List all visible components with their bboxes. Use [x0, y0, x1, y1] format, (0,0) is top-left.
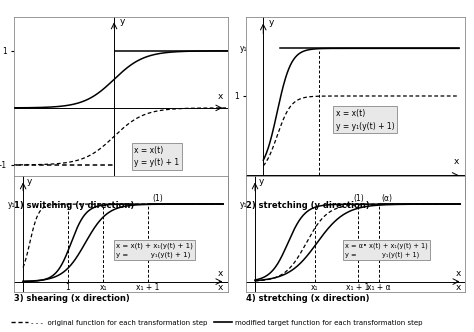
Text: x = x(t)
y = y₁(y(t) + 1): x = x(t) y = y₁(y(t) + 1)	[336, 109, 394, 130]
Text: x: x	[218, 283, 224, 292]
Text: y: y	[258, 177, 264, 186]
Text: y: y	[119, 17, 125, 26]
Text: (1): (1)	[152, 194, 163, 203]
Text: x₁ + 1: x₁ + 1	[346, 283, 369, 292]
Text: 1) switching (y direction): 1) switching (y direction)	[14, 201, 135, 210]
Text: 3) shearing (x direction): 3) shearing (x direction)	[14, 294, 130, 303]
Text: x: x	[454, 157, 459, 166]
Text: 4) stretching (x direction): 4) stretching (x direction)	[246, 294, 370, 303]
Text: y₁: y₁	[240, 200, 247, 208]
Text: y₁: y₁	[240, 44, 247, 53]
Text: x₁ + α: x₁ + α	[367, 283, 391, 292]
Text: y: y	[27, 177, 32, 186]
Text: x₁ + 1: x₁ + 1	[136, 283, 159, 292]
Text: x₁: x₁	[311, 283, 319, 292]
Text: x: x	[456, 269, 461, 278]
Text: y₁: y₁	[8, 200, 15, 208]
Text: x = α• x(t) + x₁(y(t) + 1)
y =            y₁(y(t) + 1): x = α• x(t) + x₁(y(t) + 1) y = y₁(y(t) +…	[345, 242, 428, 258]
Text: (α): (α)	[381, 194, 392, 203]
Text: x: x	[218, 269, 224, 278]
Text: x: x	[218, 92, 223, 101]
Text: 2) stretching (y direction): 2) stretching (y direction)	[246, 201, 370, 210]
Text: x: x	[456, 283, 461, 292]
Text: x = x(t)
y = y(t) + 1: x = x(t) y = y(t) + 1	[135, 146, 180, 167]
Text: x = x(t) + x₁(y(t) + 1)
y =          y₁(y(t) + 1): x = x(t) + x₁(y(t) + 1) y = y₁(y(t) + 1)	[117, 242, 193, 258]
Text: 1: 1	[65, 283, 70, 292]
Text: x₁: x₁	[100, 283, 107, 292]
Legend: - - -  original function for each transformation step, modified target function : - - - original function for each transfo…	[8, 317, 425, 329]
Text: y: y	[269, 19, 274, 28]
Text: (1): (1)	[353, 194, 364, 203]
